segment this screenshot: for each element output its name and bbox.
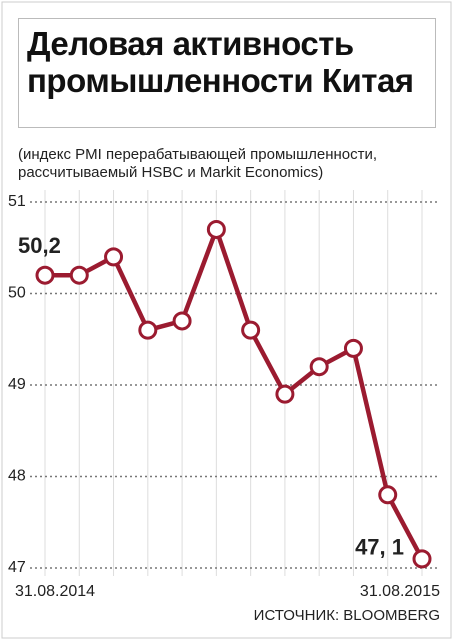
data-label: 47, 1 [355, 535, 404, 560]
point [241, 320, 261, 340]
point [138, 320, 158, 340]
data-label: 50,2 [18, 233, 61, 258]
subtitle: (индекс PMI перерабатывающей промышленно… [18, 146, 378, 181]
y-tick-label: 51 [8, 193, 26, 210]
point [35, 265, 55, 285]
series-line [45, 227, 424, 560]
y-tick-label: 50 [8, 285, 26, 302]
title-box: Деловая активность промышленности Китая [18, 18, 436, 128]
y-tick-label: 48 [8, 468, 26, 485]
point [309, 357, 329, 377]
point [69, 265, 89, 285]
point [206, 219, 226, 239]
point [104, 247, 124, 267]
point [378, 485, 398, 505]
point [343, 338, 363, 358]
point [275, 384, 295, 404]
y-tick-label: 49 [8, 376, 26, 393]
source: ИСТОЧНИК: BLOOMBERG [254, 607, 440, 624]
x-tick-label: 31.08.2014 [15, 583, 95, 600]
x-tick-label: 31.08.2015 [360, 583, 440, 600]
point [412, 549, 432, 569]
chart-title: Деловая активность промышленности Китая [27, 25, 414, 99]
point [172, 311, 192, 331]
y-tick-label: 47 [8, 559, 26, 576]
